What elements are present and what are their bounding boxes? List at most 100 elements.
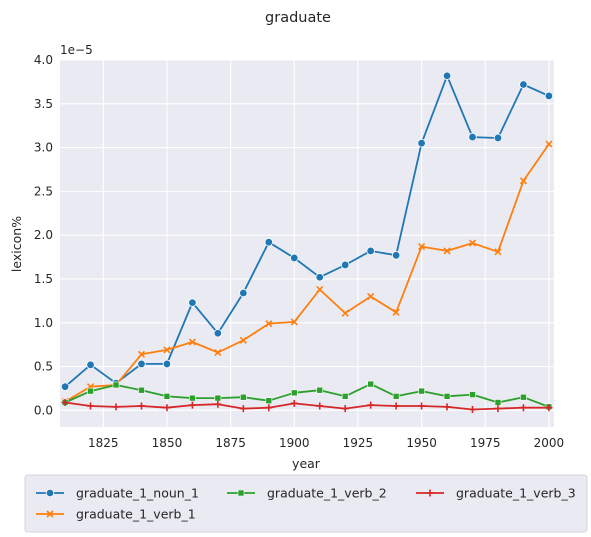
- data-point: [519, 177, 528, 185]
- x-tick-label: 1975: [470, 436, 501, 450]
- data-point: [239, 336, 247, 344]
- data-point: [137, 359, 146, 369]
- legend: graduate_1_noun_1 graduate_1_verb_1 gradua…: [24, 474, 588, 533]
- y-tick-label: 3.5: [34, 97, 53, 111]
- data-point: [392, 393, 400, 400]
- data-point: [188, 401, 196, 409]
- data-point: [545, 140, 553, 148]
- data-point: [163, 393, 171, 400]
- data-point: [519, 80, 528, 89]
- data-point: [163, 404, 171, 412]
- data-point: [392, 308, 400, 316]
- legend-item: graduate_1_noun_1: [36, 486, 199, 501]
- x-axis-ticks: 1825 1850 1875 1900 1925 1950 1975 2000: [88, 436, 564, 450]
- data-point: [494, 399, 502, 406]
- y-tick-label: 3.0: [34, 141, 53, 155]
- data-point: [418, 387, 425, 395]
- data-point: [443, 403, 451, 411]
- y-tick-label: 2.0: [34, 228, 53, 242]
- x-axis-label: year: [292, 456, 321, 471]
- series-line: [64, 143, 550, 403]
- data-point: [112, 403, 120, 411]
- grid: [60, 59, 554, 427]
- data-point: [188, 298, 197, 307]
- data-point: [469, 405, 477, 413]
- data-point: [290, 318, 298, 326]
- series-line: [64, 74, 550, 388]
- data-point: [443, 393, 451, 400]
- y-tick-label: 4.0: [34, 53, 53, 67]
- data-point: [214, 394, 222, 402]
- data-point: [520, 393, 527, 401]
- data-point: [544, 91, 554, 101]
- data-point: [392, 402, 400, 410]
- data-point: [239, 288, 248, 298]
- data-point: [87, 387, 94, 395]
- series-line: [64, 383, 550, 408]
- data-point: [443, 247, 451, 255]
- data-point: [240, 393, 247, 401]
- data-point: [417, 139, 426, 148]
- data-point: [112, 381, 120, 389]
- data-point: [315, 273, 324, 282]
- data-point: [60, 382, 70, 391]
- data-point: [341, 309, 349, 317]
- legend-label: graduate_1_verb_1: [76, 507, 196, 522]
- x-tick-label: 1925: [343, 436, 374, 450]
- data-point: [468, 132, 477, 142]
- data-point: [290, 399, 298, 407]
- data-point: [189, 394, 196, 402]
- data-point: [341, 393, 349, 400]
- data-point: [367, 380, 374, 388]
- series-graduate_1_noun_1: [60, 71, 554, 391]
- data-point: [494, 248, 502, 256]
- x-tick-label: 1825: [88, 436, 119, 450]
- data-point: [265, 320, 273, 328]
- data-point: [137, 402, 145, 410]
- data-point: [214, 400, 222, 408]
- data-point: [188, 338, 196, 346]
- data-point: [442, 71, 452, 80]
- legend-item: graduate_1_verb_1: [36, 507, 196, 522]
- data-point: [418, 243, 426, 251]
- data-point: [265, 404, 273, 412]
- y-offset-text: 1e−5: [60, 43, 93, 57]
- data-point: [213, 329, 223, 338]
- data-point: [519, 404, 527, 412]
- data-point: [290, 253, 299, 263]
- data-point: [264, 237, 274, 247]
- y-tick-label: 1.5: [34, 272, 53, 286]
- data-point: [87, 402, 95, 410]
- y-axis-ticks: 0.0 0.5 1.0 1.5 2.0 2.5 3.0 3.5 4.0: [34, 53, 53, 417]
- y-tick-label: 2.5: [34, 184, 53, 198]
- y-axis-label: lexicon%: [9, 216, 24, 272]
- legend-marker: [426, 489, 434, 497]
- y-tick-label: 0.5: [34, 360, 53, 374]
- data-point: [545, 404, 553, 412]
- data-point: [418, 402, 426, 410]
- x-tick-label: 1950: [406, 436, 437, 450]
- data-point: [290, 389, 298, 397]
- data-point: [366, 246, 375, 256]
- chart-title: graduate: [265, 10, 331, 26]
- data-point: [316, 285, 324, 294]
- x-tick-label: 1875: [215, 436, 246, 450]
- data-point: [163, 346, 171, 354]
- legend-label: graduate_1_verb_3: [456, 486, 576, 501]
- data-point: [239, 405, 247, 413]
- data-point: [367, 292, 375, 301]
- legend-marker: [237, 489, 245, 497]
- data-point: [469, 391, 476, 398]
- series-graduate_1_verb_3: [61, 398, 553, 413]
- data-point: [162, 359, 172, 369]
- legend-item: graduate_1_verb_2: [227, 486, 387, 501]
- x-tick-label: 1850: [152, 436, 183, 450]
- x-tick-label: 2000: [534, 436, 565, 450]
- series-layer: [60, 71, 554, 413]
- data-point: [137, 350, 146, 358]
- data-point: [214, 348, 222, 357]
- legend-frame: [24, 474, 588, 533]
- data-point: [493, 133, 503, 143]
- data-point: [86, 360, 95, 370]
